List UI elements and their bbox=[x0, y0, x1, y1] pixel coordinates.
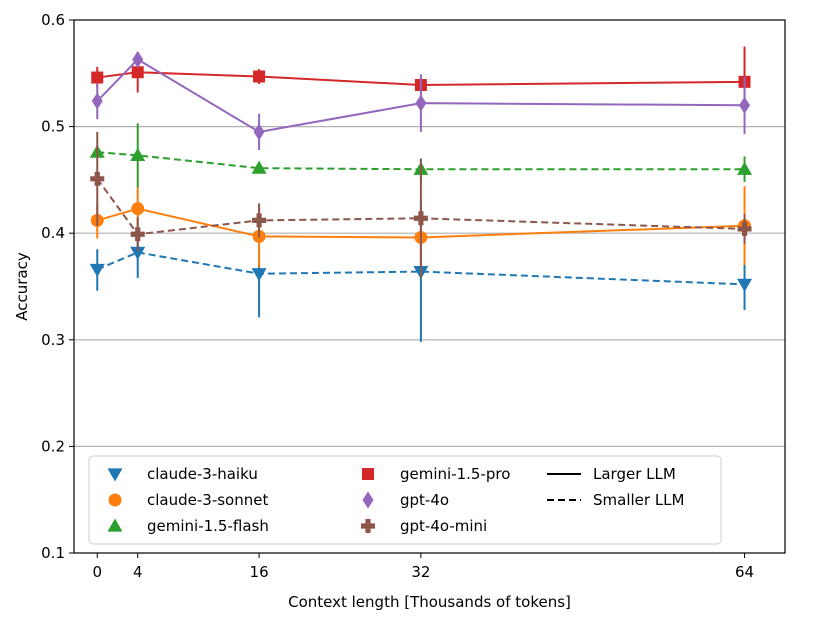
data-point-claude-3-haiku bbox=[89, 263, 105, 277]
x-tick-label: 16 bbox=[250, 563, 269, 581]
x-tick-label: 0 bbox=[92, 563, 102, 581]
legend-label-claude-3-sonnet: claude-3-sonnet bbox=[147, 491, 268, 509]
legend-marker-claude-3-haiku bbox=[107, 468, 123, 482]
data-point-claude-3-haiku bbox=[737, 278, 753, 292]
series-layer bbox=[89, 46, 753, 342]
data-point-gemini-1.5-pro bbox=[91, 71, 104, 84]
legend-label-gemini-1.5-flash: gemini-1.5-flash bbox=[147, 517, 269, 535]
plot-frame bbox=[73, 19, 786, 554]
data-point-gpt-4o-mini bbox=[90, 171, 105, 186]
series-gpt-4o-mini bbox=[90, 131, 752, 278]
data-point-gpt-4o-mini bbox=[252, 213, 267, 228]
data-point-gemini-1.5-flash bbox=[130, 147, 146, 162]
data-point-gpt-4o bbox=[415, 94, 427, 112]
x-axis-label: Context length [Thousands of tokens] bbox=[288, 593, 571, 611]
legend-label-dashed: Smaller LLM bbox=[593, 491, 684, 509]
x-tick-label: 32 bbox=[411, 563, 430, 581]
y-tick-label: 0.2 bbox=[41, 437, 65, 455]
data-point-gpt-4o-mini bbox=[737, 221, 752, 236]
x-tick-label: 4 bbox=[133, 563, 143, 581]
data-point-gpt-4o bbox=[253, 123, 265, 141]
legend-box bbox=[88, 455, 722, 545]
legend-marker-claude-3-sonnet bbox=[108, 493, 122, 507]
legend-label-gemini-1.5-pro: gemini-1.5-pro bbox=[400, 465, 510, 483]
legend-marker-gemini-1.5-flash bbox=[107, 518, 123, 532]
data-point-claude-3-sonnet bbox=[131, 202, 145, 216]
legend: claude-3-haiku claude-3-sonnet gemini-1.5-… bbox=[88, 455, 722, 545]
data-point-claude-3-haiku bbox=[130, 246, 146, 260]
series-gpt-4o bbox=[91, 50, 751, 151]
data-point-gemini-1.5-flash bbox=[251, 160, 267, 174]
data-point-gpt-4o bbox=[91, 92, 103, 110]
legend-marker-gpt-4o-mini bbox=[361, 519, 375, 533]
axes bbox=[73, 19, 786, 554]
y-tick-label: 0.1 bbox=[41, 544, 65, 562]
data-point-gemini-1.5-pro bbox=[131, 66, 144, 79]
data-point-gpt-4o-mini bbox=[413, 211, 428, 226]
legend-label-gpt-4o: gpt-4o bbox=[400, 491, 449, 509]
legend-label-gpt-4o-mini: gpt-4o-mini bbox=[400, 517, 487, 535]
series-line-gemini-1.5-flash bbox=[97, 151, 745, 171]
ticks: 0 4 16 32 64 0.1 0.2 0.3 0.4 0.5 0.6 bbox=[41, 11, 754, 581]
legend-label-solid: Larger LLM bbox=[593, 465, 676, 483]
data-point-gemini-1.5-pro bbox=[253, 70, 266, 83]
legend-label-claude-3-haiku: claude-3-haiku bbox=[147, 465, 258, 483]
y-tick-label: 0.4 bbox=[41, 224, 65, 242]
x-tick-label: 64 bbox=[735, 563, 754, 581]
y-tick-label: 0.6 bbox=[41, 11, 65, 29]
data-point-gpt-4o bbox=[132, 50, 144, 68]
data-point-gpt-4o-mini bbox=[130, 227, 145, 242]
y-tick-label: 0.5 bbox=[41, 118, 65, 136]
grid-lines bbox=[74, 125, 785, 447]
legend-marker-gemini-1.5-pro bbox=[362, 468, 374, 480]
legend-marker-gpt-4o bbox=[362, 491, 374, 509]
y-tick-label: 0.3 bbox=[41, 331, 65, 349]
y-axis-label: Accuracy bbox=[13, 252, 31, 321]
data-point-gpt-4o bbox=[739, 96, 751, 114]
data-point-claude-3-haiku bbox=[251, 268, 267, 282]
data-point-gemini-1.5-flash bbox=[737, 161, 753, 175]
